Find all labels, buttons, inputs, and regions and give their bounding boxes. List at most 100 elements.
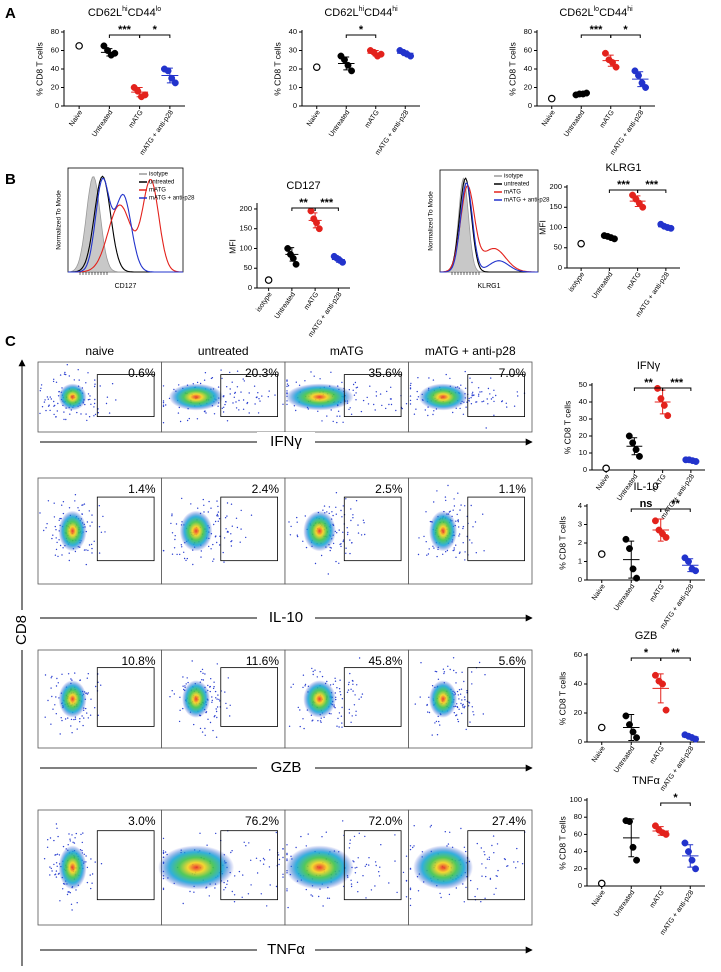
flow-event <box>204 727 206 730</box>
flow-event <box>365 897 367 899</box>
flow-event <box>202 498 204 501</box>
flow-event <box>217 520 219 522</box>
gate-percent: 2.4% <box>252 482 280 496</box>
flow-event <box>62 888 64 890</box>
flow-event <box>91 552 93 554</box>
flow-event <box>86 677 89 679</box>
flow-event <box>505 402 507 404</box>
gate-percent: 11.6% <box>246 654 279 668</box>
flow-event <box>269 884 271 886</box>
flow-event <box>190 503 192 505</box>
flow-event <box>211 696 213 698</box>
flow-event <box>91 514 93 516</box>
flow-event <box>487 387 490 390</box>
flow-event <box>182 707 184 710</box>
flow-event <box>162 402 165 404</box>
flow-event <box>432 379 435 381</box>
flow-event <box>88 510 91 512</box>
legend-label: untreated <box>504 182 529 188</box>
flow-event <box>98 526 101 528</box>
flow-event <box>267 396 269 398</box>
flow-event <box>480 847 482 849</box>
flow-event <box>427 553 430 555</box>
flow-event <box>55 416 57 418</box>
flow-event <box>335 492 338 494</box>
flow-event <box>216 513 219 516</box>
flow-event <box>379 866 381 868</box>
flow-event <box>435 720 438 723</box>
title-part: lo <box>156 6 162 13</box>
flow-event <box>93 402 96 405</box>
data-point <box>577 239 585 248</box>
flow-event <box>81 513 84 515</box>
flow-event <box>326 511 328 513</box>
flow-event <box>352 517 354 519</box>
flow-event <box>409 395 412 397</box>
flow-event <box>192 563 194 566</box>
flow-event <box>258 398 260 400</box>
flow-event <box>349 672 351 675</box>
gate <box>220 667 278 727</box>
flow-event <box>76 902 78 904</box>
flow-event <box>233 901 236 903</box>
legend-label: mATG <box>504 190 521 196</box>
flow-event <box>463 846 466 848</box>
flow-event <box>290 525 292 528</box>
y-tick-label: 60 <box>574 829 582 838</box>
flow-event <box>210 507 212 509</box>
flow-event <box>235 407 238 409</box>
flow-event <box>434 722 436 724</box>
flow-event <box>288 725 291 727</box>
flow-event <box>220 369 222 371</box>
flow-event <box>358 657 361 659</box>
flow-event <box>208 500 210 503</box>
flow-panel <box>408 649 533 749</box>
flow-event <box>51 537 53 540</box>
y-tick-label: 40 <box>524 64 532 73</box>
flow-event <box>464 699 466 701</box>
flow-event <box>250 884 252 886</box>
flow-event <box>342 531 344 533</box>
flow-event <box>457 492 459 494</box>
flow-event <box>44 716 46 718</box>
chart-title: TNFα <box>632 775 660 787</box>
flow-event <box>53 839 55 842</box>
flow-event <box>295 846 297 849</box>
flow-event <box>51 870 53 872</box>
flow-event <box>88 544 91 546</box>
title-part: hi <box>359 6 365 13</box>
flow-density <box>179 510 213 552</box>
flow-event <box>332 542 335 545</box>
flow-event <box>86 419 88 422</box>
flow-event <box>201 679 203 681</box>
flow-event <box>479 391 481 393</box>
flow-event <box>425 541 427 543</box>
data-point <box>104 47 112 54</box>
data-point <box>636 452 643 460</box>
flow-event <box>58 519 60 521</box>
flow-event <box>458 535 460 537</box>
x-axis-label: CD127 <box>115 283 137 290</box>
flow-event <box>492 396 494 399</box>
flow-event <box>462 706 464 708</box>
flow-event <box>47 398 49 400</box>
gate-percent: 35.6% <box>368 366 402 380</box>
flow-event <box>268 866 271 868</box>
flow-event <box>162 850 165 852</box>
flow-event <box>460 827 462 830</box>
flow-event <box>352 514 354 516</box>
flow-event <box>216 698 218 700</box>
flow-event <box>340 509 342 512</box>
histogram-curve <box>440 182 538 273</box>
flow-event <box>282 856 284 859</box>
title-part: hi <box>392 6 398 13</box>
significance-bar <box>660 802 691 806</box>
flow-event <box>350 508 352 510</box>
flow-event <box>472 391 474 393</box>
flow-event <box>347 689 350 691</box>
flow-event <box>78 509 80 512</box>
y-axis-label: % CD8 T cells <box>557 816 567 870</box>
flow-event <box>87 673 90 675</box>
flow-event <box>236 370 239 372</box>
flow-event <box>433 410 435 412</box>
